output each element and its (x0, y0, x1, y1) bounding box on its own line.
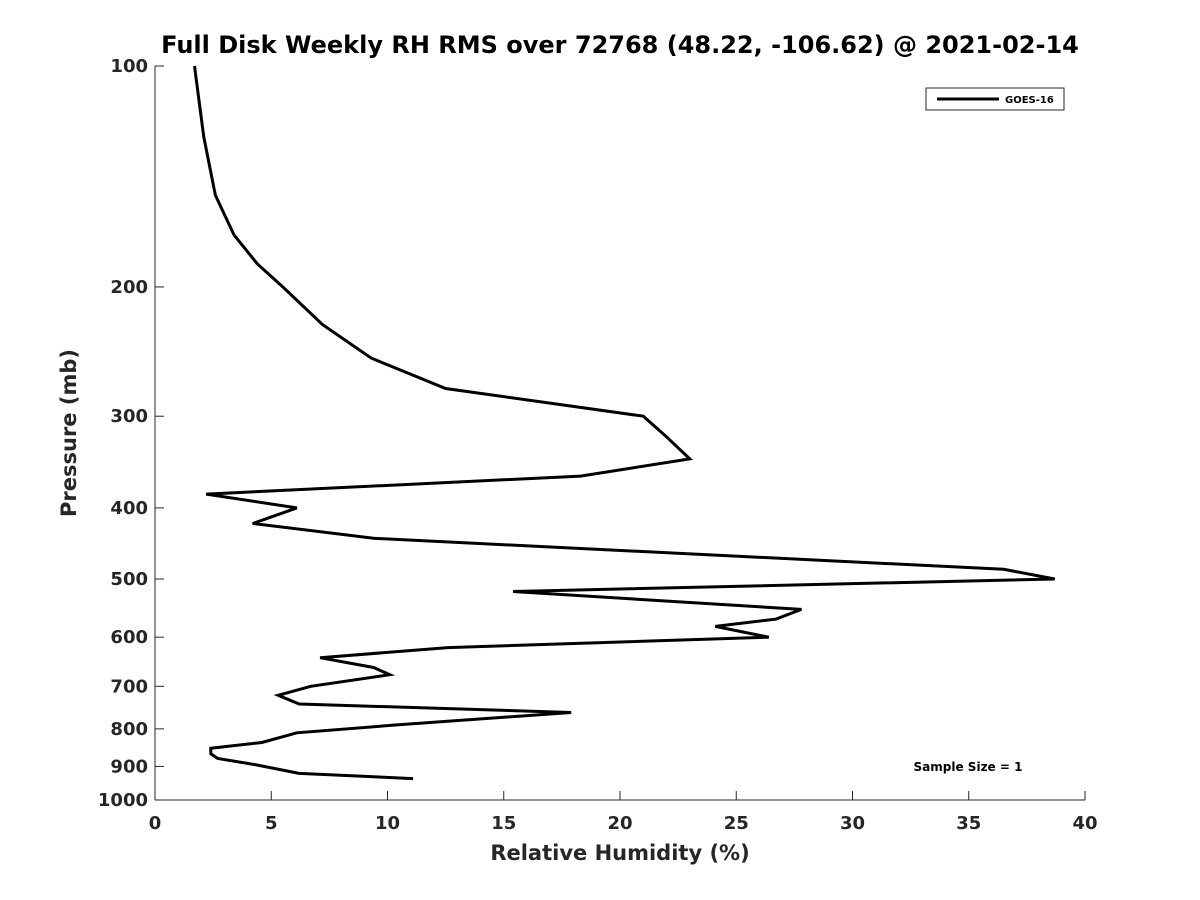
y-tick-label: 400 (110, 498, 148, 519)
y-tick-label: 500 (110, 569, 148, 590)
x-tick-label: 0 (149, 813, 162, 834)
y-tick-label: 300 (110, 406, 148, 427)
x-tick-label: 5 (265, 813, 278, 834)
y-tick-label: 800 (110, 719, 148, 740)
chart-title: Full Disk Weekly RH RMS over 72768 (48.2… (161, 31, 1079, 59)
x-tick-label: 35 (956, 813, 981, 834)
legend-label-goes-16: GOES-16 (1005, 95, 1054, 106)
x-tick-label: 15 (491, 813, 516, 834)
x-ticks: 0 5 10 15 20 25 30 35 40 (149, 791, 1098, 834)
y-tick-label: 200 (110, 277, 148, 298)
y-tick-label: 600 (110, 627, 148, 648)
series-group (193, 65, 1056, 781)
y-axis-label: Pressure (mb) (57, 349, 81, 517)
y-tick-label: 1000 (98, 790, 148, 811)
x-tick-label: 20 (607, 813, 632, 834)
x-axis-label: Relative Humidity (%) (490, 841, 749, 865)
y-tick-label: 700 (110, 676, 148, 697)
series-line-goes-16 (193, 65, 1056, 781)
y-tick-label: 900 (110, 756, 148, 777)
sample-size-annotation: Sample Size = 1 (914, 760, 1023, 774)
x-tick-label: 25 (724, 813, 749, 834)
x-tick-label: 10 (375, 813, 400, 834)
y-tick-label: 100 (110, 56, 148, 77)
x-tick-label: 30 (840, 813, 865, 834)
x-tick-label: 40 (1072, 813, 1097, 834)
legend: GOES-16 (925, 87, 1065, 111)
y-ticks: 100 200 300 400 500 600 700 800 900 1000 (98, 56, 164, 811)
